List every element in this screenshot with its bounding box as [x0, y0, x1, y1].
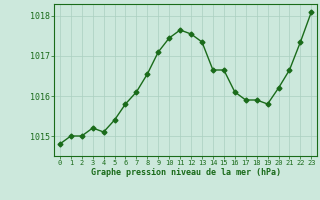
X-axis label: Graphe pression niveau de la mer (hPa): Graphe pression niveau de la mer (hPa): [91, 168, 281, 177]
